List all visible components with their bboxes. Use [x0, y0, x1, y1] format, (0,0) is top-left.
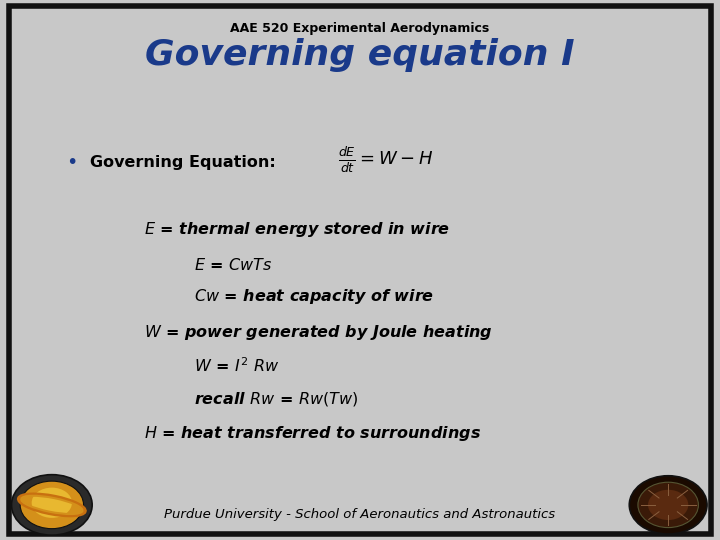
Text: Purdue University - School of Aeronautics and Astronautics: Purdue University - School of Aeronautic…: [164, 508, 556, 521]
Text: $\mathit{H}$ = heat transferred to surroundings: $\mathit{H}$ = heat transferred to surro…: [144, 423, 481, 443]
Circle shape: [638, 482, 698, 528]
Text: $\mathit{W}$ = $\mathit{I}^2$ $\mathit{Rw}$: $\mathit{W}$ = $\mathit{I}^2$ $\mathit{R…: [194, 357, 280, 375]
Circle shape: [648, 490, 688, 520]
Text: $\mathit{W}$ = power generated by Joule heating: $\mathit{W}$ = power generated by Joule …: [144, 322, 493, 342]
Circle shape: [629, 476, 707, 534]
Text: $\frac{dE}{dt} = W - H$: $\frac{dE}{dt} = W - H$: [338, 146, 433, 175]
Text: Governing equation I: Governing equation I: [145, 38, 575, 72]
Text: Governing Equation:: Governing Equation:: [90, 154, 276, 170]
Text: $\mathit{E}$ = $\mathit{CwTs}$: $\mathit{E}$ = $\mathit{CwTs}$: [194, 256, 273, 273]
Text: •: •: [66, 152, 78, 172]
Circle shape: [20, 481, 84, 529]
Circle shape: [32, 488, 72, 518]
Text: AAE 520 Experimental Aerodynamics: AAE 520 Experimental Aerodynamics: [230, 22, 490, 35]
FancyBboxPatch shape: [9, 6, 711, 534]
Text: $\mathit{Cw}$ = heat capacity of wire: $\mathit{Cw}$ = heat capacity of wire: [194, 287, 435, 307]
Circle shape: [12, 475, 92, 535]
Text: $\mathit{E}$ = thermal energy stored in wire: $\mathit{E}$ = thermal energy stored in …: [144, 220, 450, 239]
Text: recall $\mathit{Rw}$ = $\mathit{Rw(Tw)}$: recall $\mathit{Rw}$ = $\mathit{Rw(Tw)}$: [194, 389, 359, 408]
